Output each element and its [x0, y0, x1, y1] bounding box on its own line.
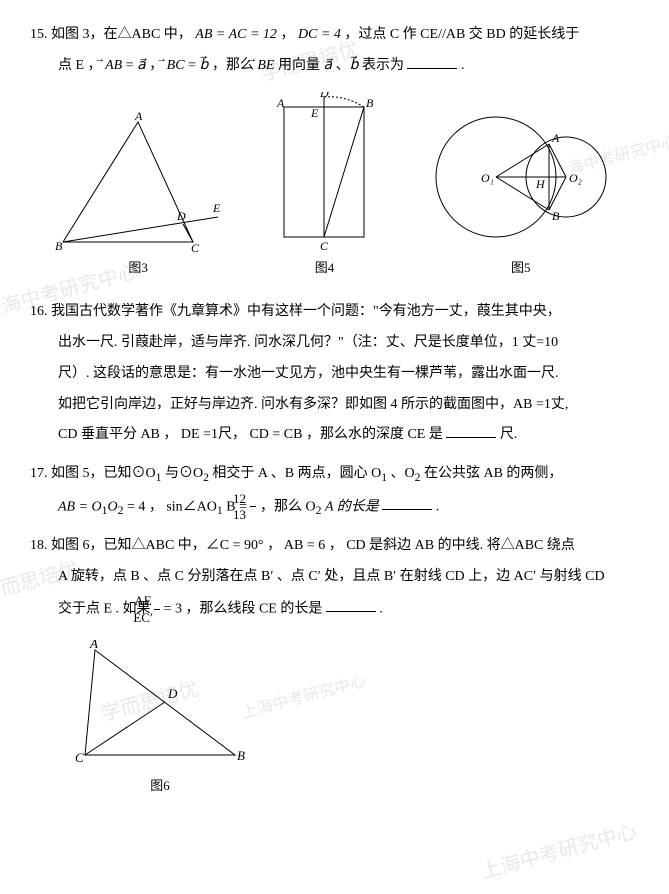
point-label-a: A	[276, 96, 285, 110]
vector-bc: BC	[167, 58, 185, 73]
subscript: 2	[203, 471, 209, 484]
problem-15: 15. 如图 3，在△ABC 中， AB = AC = 12 ， DC = 4 …	[30, 20, 639, 82]
text: ，	[280, 27, 294, 42]
text: 如图 6，已知△ABC 中，∠C = 90° ， AB = 6 ， CD 是斜边…	[51, 538, 575, 553]
problem-15-text: 15. 如图 3，在△ABC 中， AB = AC = 12 ， DC = 4 …	[30, 20, 639, 82]
problem-18-text: 18. 如图 6，已知△ABC 中，∠C = 90° ， AB = 6 ， CD…	[30, 531, 639, 625]
text: 用向量 a⃗ 、b⃗ 表示为	[278, 58, 404, 73]
point-label-o2: O₂	[569, 171, 582, 185]
figure-3: A B C D E 图3	[53, 112, 223, 283]
figure-6-container: A B C D 图6	[70, 640, 639, 801]
figure-5: A B O₁ O₂ H 图5	[426, 102, 616, 283]
problem-number: 18.	[30, 538, 48, 553]
vector-be: BE	[257, 58, 274, 73]
text: = 3 ，那么线段 CE 的长是	[164, 601, 323, 616]
point-label-a: A	[134, 112, 143, 123]
point-label-e: E	[310, 106, 319, 120]
point-label-c: C	[191, 241, 200, 252]
point-label-a: A	[89, 640, 98, 651]
figure-5-label: 图5	[511, 254, 531, 283]
equation: AB = AC = 12	[195, 27, 277, 42]
problem-number: 17.	[30, 466, 48, 481]
text: A 旋转，点 B 、点 C 分别落在点 B′ 、点 C′ 处，且点 B′ 在射线…	[58, 569, 605, 584]
text: 如图 3，在△ABC 中，	[51, 27, 192, 42]
answer-blank	[382, 495, 432, 510]
answer-blank	[407, 54, 457, 69]
problem-16-text: 16. 我国古代数学著作《九章算术》中有这样一个问题："今有池方一丈，葭生其中央…	[30, 297, 639, 451]
point-label-b: B	[237, 748, 245, 763]
problem-17-text: 17. 如图 5，已知⊙O1 与⊙O2 相交于 A 、B 两点，圆心 O1 、O…	[30, 459, 639, 523]
text: ，过点 C 作 CE//AB 交 BD 的延长线于	[344, 27, 579, 42]
subscript: 1	[381, 471, 387, 484]
denominator: 13	[250, 507, 256, 523]
point-label-e: E	[212, 201, 221, 215]
figure-4-label: 图4	[315, 254, 335, 283]
figure-6-svg: A B C D	[70, 640, 250, 770]
text: 尺）. 这段话的意思是：有一水池一丈见方，池中央生有一棵芦苇，露出水面一尺.	[58, 366, 559, 381]
subscript: 2	[118, 504, 124, 517]
text: 如把它引向岸边，正好与岸边齐. 问水有多深？即如图 4 所示的截面图中，AB =…	[58, 397, 568, 412]
text: 在公共弦 AB 的两侧，	[424, 466, 562, 481]
text: .	[461, 58, 465, 73]
equation: O	[108, 499, 118, 514]
text: CD 垂直平分 AB ， DE =1尺， CD = CB ，那么水的深度 CE …	[58, 427, 443, 442]
point-label-a: A	[551, 131, 560, 145]
point-label-d: D	[176, 209, 186, 223]
figure-6: A B C D 图6	[70, 640, 250, 801]
vector-ab: AB	[105, 58, 122, 73]
answer-blank	[446, 423, 496, 438]
text: 尺.	[500, 427, 518, 442]
figure-5-svg: A B O₁ O₂ H	[426, 102, 616, 252]
point-label-o1: O₁	[481, 171, 494, 185]
point-label-b: B	[552, 209, 560, 223]
text: 、O	[391, 466, 415, 481]
point-label-h: H	[535, 177, 546, 191]
figure-4-svg: A B C D E	[269, 92, 379, 252]
figures-row-1: A B C D E 图3 A B C D E	[30, 92, 639, 283]
problem-16: 16. 我国古代数学著作《九章算术》中有这样一个问题："今有池方一丈，葭生其中央…	[30, 297, 639, 451]
point-label-b: B	[55, 239, 63, 252]
problem-17: 17. 如图 5，已知⊙O1 与⊙O2 相交于 A 、B 两点，圆心 O1 、O…	[30, 459, 639, 523]
point-label-b: B	[366, 96, 374, 110]
figure-4: A B C D E 图4	[269, 92, 379, 283]
fraction: 12 13	[250, 491, 256, 523]
denominator: EC′	[154, 610, 160, 626]
figure-3-svg: A B C D E	[53, 112, 223, 252]
point-label-d: D	[319, 92, 329, 100]
text: .	[436, 499, 440, 514]
numerator: AE	[154, 593, 160, 610]
equation: DC = 4	[298, 27, 341, 42]
answer-blank	[326, 597, 376, 612]
point-label-c: C	[320, 239, 329, 252]
problem-number: 16.	[30, 304, 48, 319]
text: 我国古代数学著作《九章算术》中有这样一个问题："今有池方一丈，葭生其中央，	[51, 304, 561, 319]
figure-3-label: 图3	[128, 254, 148, 283]
text: 出水一尺. 引葭赴岸，适与岸齐. 问水深几何？"（注：丈、尺是长度单位，1 丈=…	[58, 335, 558, 350]
subscript: 2	[316, 504, 322, 517]
text: 与⊙O	[165, 466, 203, 481]
problem-18: 18. 如图 6，已知△ABC 中，∠C = 90° ， AB = 6 ， CD…	[30, 531, 639, 625]
figure-6-label: 图6	[150, 772, 170, 801]
watermark: 上海中考研究中心	[476, 810, 642, 894]
equation: AB = O	[58, 499, 102, 514]
subscript: 1	[156, 471, 162, 484]
text: .	[379, 601, 383, 616]
subscript: 1	[217, 504, 223, 517]
problem-number: 15.	[30, 27, 48, 42]
numerator: 12	[250, 491, 256, 508]
text: ，那么 O	[260, 499, 316, 514]
text: = 4 ， sin∠AO	[127, 499, 217, 514]
point-label-d: D	[167, 686, 178, 701]
text: A 的长是	[325, 499, 379, 514]
point-label-c: C	[75, 750, 84, 765]
text: 相交于 A 、B 两点，圆心 O	[212, 466, 381, 481]
fraction: AE EC′	[154, 593, 160, 625]
text: 如图 5，已知⊙O	[51, 466, 156, 481]
subscript: 2	[415, 471, 421, 484]
